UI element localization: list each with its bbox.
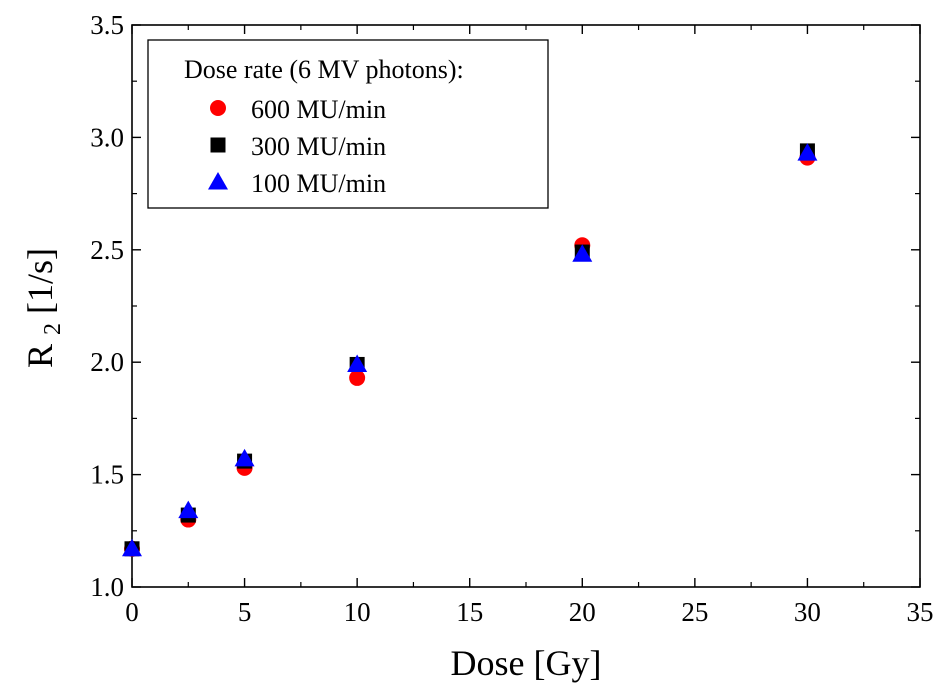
data-point-triangle xyxy=(797,143,818,161)
x-tick-label: 25 xyxy=(681,597,708,627)
y-axis-title-main: R xyxy=(20,344,60,368)
data-point-triangle xyxy=(178,500,199,519)
y-tick-label: 2.5 xyxy=(90,235,124,265)
legend-entry-label: 100 MU/min xyxy=(251,169,386,198)
x-tick-label: 15 xyxy=(456,597,483,627)
ticks: 0 5 10 15 20 25 30 35 1.0 1.5 2.0 2.5 3.0 3.5 xyxy=(90,10,933,627)
legend-title: Dose rate (6 MV photons): xyxy=(184,55,464,84)
x-tick-label: 30 xyxy=(794,597,821,627)
y-axis-title: R 2 [1/s] xyxy=(20,248,68,368)
data-point-triangle xyxy=(347,354,368,372)
legend: Dose rate (6 MV photons): 600 MU/min 300 M… xyxy=(147,39,549,209)
y-tick-label: 1.5 xyxy=(90,460,124,490)
y-tick-label: 3.0 xyxy=(90,122,124,152)
legend-marker-triangle xyxy=(208,172,228,190)
y-tick-label: 1.0 xyxy=(90,572,124,602)
x-tick-label: 0 xyxy=(125,597,139,627)
data-point-circle xyxy=(349,369,366,386)
axis-titles: Dose [Gy] R 2 [1/s] xyxy=(20,248,601,683)
x-tick-label: 5 xyxy=(238,597,252,627)
x-tick-label: 35 xyxy=(907,597,934,627)
x-tick-label: 20 xyxy=(569,597,596,627)
legend-entry-label: 600 MU/min xyxy=(251,95,386,124)
legend-marker-circle xyxy=(210,100,226,116)
data-point-triangle xyxy=(122,538,142,557)
data-point-triangle xyxy=(572,244,593,262)
legend-entry-label: 300 MU/min xyxy=(251,132,386,161)
x-tick-label: 10 xyxy=(344,597,371,627)
y-axis-title-subscript: 2 xyxy=(40,323,66,335)
y-axis-title-unit: [1/s] xyxy=(20,248,60,314)
x-axis-title: Dose [Gy] xyxy=(451,643,602,683)
data-point-triangle xyxy=(234,448,255,467)
y-tick-label: 3.5 xyxy=(90,10,124,40)
legend-marker-square xyxy=(210,137,226,153)
data-points xyxy=(122,143,818,557)
y-tick-label: 2.0 xyxy=(90,347,124,377)
